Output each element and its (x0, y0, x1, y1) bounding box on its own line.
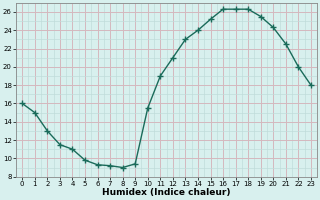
X-axis label: Humidex (Indice chaleur): Humidex (Indice chaleur) (102, 188, 231, 197)
